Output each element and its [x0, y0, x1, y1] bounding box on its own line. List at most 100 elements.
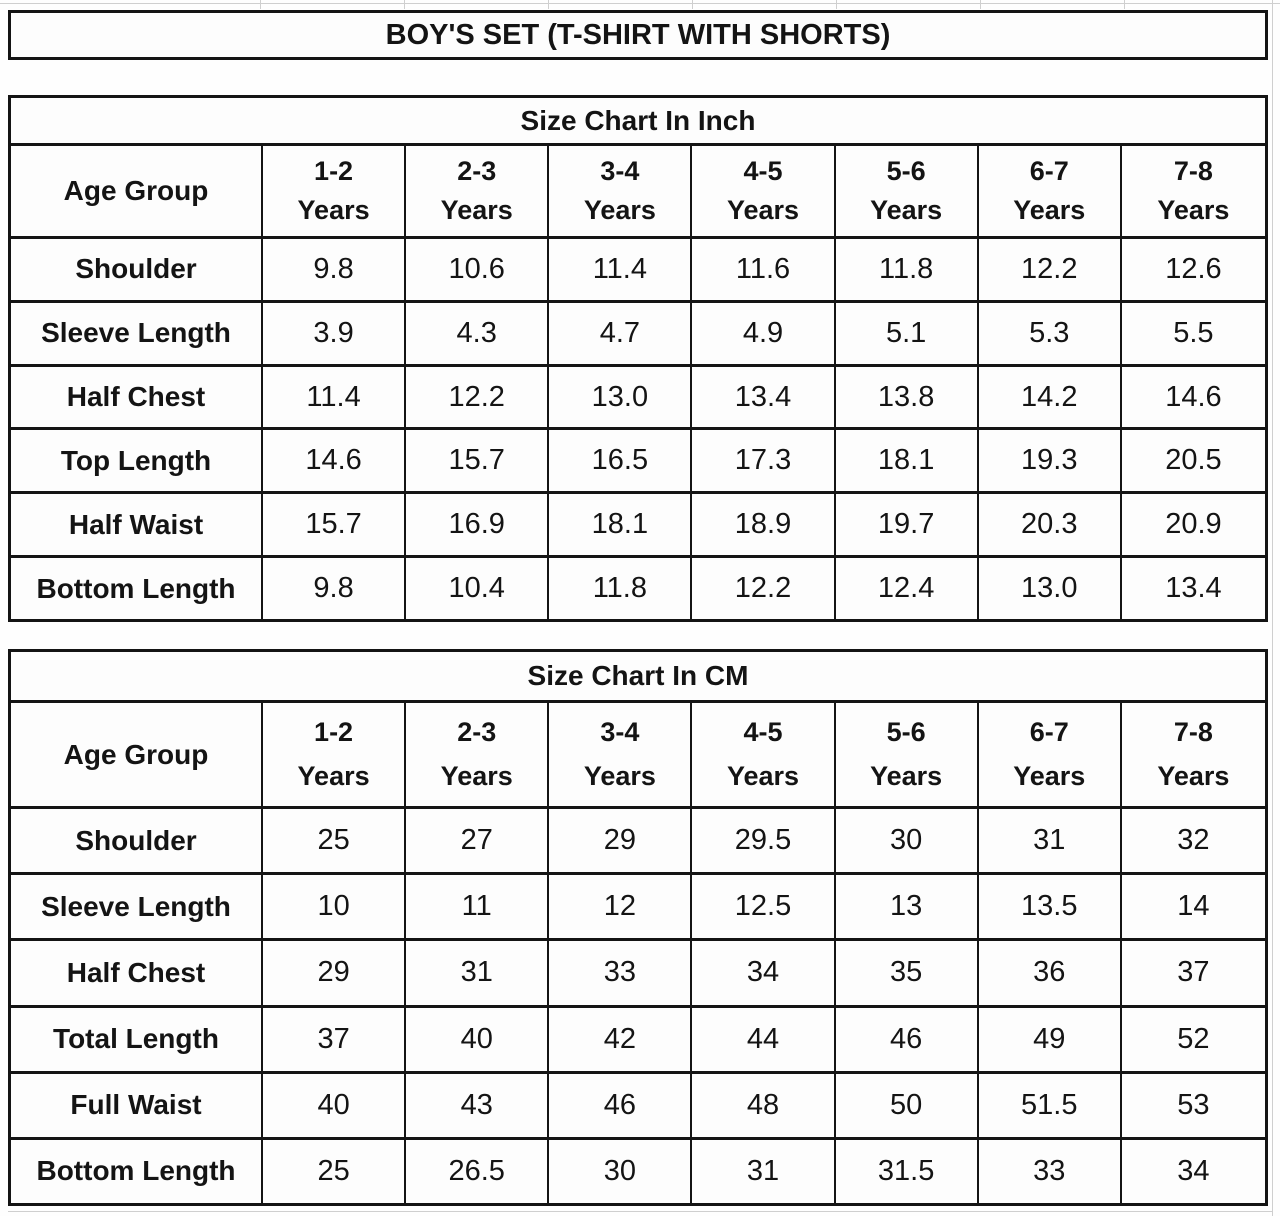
row-label: Top Length — [11, 430, 263, 492]
gridline — [692, 0, 693, 9]
age-group-header: Age Group — [11, 146, 263, 236]
value-cell: 34 — [692, 941, 836, 1005]
age-range: 5-6 — [886, 156, 926, 186]
age-unit: Years — [440, 195, 513, 225]
age-unit: Years — [583, 760, 656, 791]
value-cell: 53 — [1121, 1073, 1265, 1137]
value-cell: 20.3 — [978, 494, 1122, 556]
value-cell: 10.6 — [406, 239, 550, 300]
age-unit: Years — [297, 195, 370, 225]
age-range: 3-4 — [600, 156, 640, 186]
value-cell: 4.3 — [406, 302, 550, 364]
value-cell: 18.9 — [692, 494, 836, 556]
value-cell: 31.5 — [835, 1139, 979, 1204]
value-cell: 48 — [692, 1073, 836, 1137]
value-cell: 37 — [1121, 941, 1265, 1005]
size-chart-inch-table: Size Chart In Inch Age Group 1-2 Years 2-… — [8, 95, 1268, 622]
age-range: 5-6 — [886, 717, 926, 748]
value-cell: 29 — [549, 809, 693, 873]
value-cell: 15.7 — [406, 430, 550, 492]
table-grid: Age Group 1-2 Years 2-3 Years 3-4 Years 4-5… — [11, 703, 1265, 1204]
age-column-header: 6-7 Years — [978, 146, 1122, 236]
value-cell: 31 — [692, 1139, 836, 1204]
age-range: 6-7 — [1029, 717, 1069, 748]
value-cell: 40 — [263, 1073, 407, 1137]
age-unit: Years — [1157, 195, 1230, 225]
value-cell: 11.6 — [692, 239, 836, 300]
value-cell: 16.9 — [406, 494, 550, 556]
table-title-inch: Size Chart In Inch — [11, 98, 1265, 146]
value-cell: 9.8 — [263, 239, 407, 300]
age-unit: Years — [726, 195, 800, 225]
value-cell: 33 — [549, 941, 693, 1005]
gridline — [260, 0, 261, 9]
value-cell: 31 — [978, 809, 1122, 873]
value-cell: 11.8 — [549, 558, 693, 619]
age-range: 7-8 — [1173, 156, 1213, 186]
value-cell: 49 — [978, 1007, 1122, 1071]
value-cell: 15.7 — [263, 494, 407, 556]
gridline — [0, 3, 1280, 4]
age-column-header: 5-6 Years — [835, 703, 979, 806]
age-unit: Years — [583, 195, 656, 225]
gridline — [980, 0, 981, 9]
value-cell: 17.3 — [692, 430, 836, 492]
value-cell: 13.4 — [1121, 558, 1265, 619]
table-row-top-length: Top Length 14.6 15.7 16.5 17.3 18.1 19.3… — [11, 430, 1265, 495]
value-cell: 10 — [263, 875, 407, 939]
value-cell: 32 — [1121, 809, 1265, 873]
age-column-header: 1-2 Years — [263, 703, 407, 806]
table-row-full-waist: Full Waist 40 43 46 48 50 51.5 53 — [11, 1073, 1265, 1140]
value-cell: 3.9 — [263, 302, 407, 364]
table-grid: Age Group 1-2 Years 2-3 Years 3-4 Years 4-5… — [11, 146, 1265, 619]
value-cell: 11 — [406, 875, 550, 939]
gridline — [836, 0, 837, 9]
header-row: Age Group 1-2 Years 2-3 Years 3-4 Years 4-5… — [11, 146, 1265, 239]
value-cell: 29.5 — [692, 809, 836, 873]
value-cell: 20.5 — [1121, 430, 1265, 492]
row-label: Shoulder — [11, 239, 263, 300]
value-cell: 14 — [1121, 875, 1265, 939]
row-label: Full Waist — [11, 1073, 263, 1137]
row-label: Sleeve Length — [11, 302, 263, 364]
table-row-half-chest: Half Chest 29 31 33 34 35 36 37 — [11, 941, 1265, 1008]
value-cell: 11.4 — [263, 366, 407, 428]
table-row-bottom-length: Bottom Length 9.8 10.4 11.8 12.2 12.4 13… — [11, 558, 1265, 619]
value-cell: 14.6 — [263, 430, 407, 492]
value-cell: 26.5 — [406, 1139, 550, 1204]
value-cell: 50 — [835, 1073, 979, 1137]
value-cell: 18.1 — [549, 494, 693, 556]
value-cell: 14.2 — [978, 366, 1122, 428]
age-range: 7-8 — [1173, 717, 1213, 748]
age-column-header: 5-6 Years — [835, 146, 979, 236]
age-unit: Years — [870, 195, 943, 225]
value-cell: 35 — [835, 941, 979, 1005]
table-row-shoulder: Shoulder 9.8 10.6 11.4 11.6 11.8 12.2 12… — [11, 239, 1265, 303]
table-row-sleeve-length: Sleeve Length 3.9 4.3 4.7 4.9 5.1 5.3 5.… — [11, 302, 1265, 367]
age-unit: Years — [297, 760, 370, 791]
table-row-total-length: Total Length 37 40 42 44 46 49 52 — [11, 1007, 1265, 1074]
value-cell: 13.0 — [978, 558, 1122, 619]
age-column-header: 3-4 Years — [549, 146, 693, 236]
age-range: 1-2 — [314, 156, 354, 186]
value-cell: 25 — [263, 809, 407, 873]
gridline — [1272, 0, 1273, 1216]
age-column-header: 1-2 Years — [263, 146, 407, 236]
age-column-header: 7-8 Years — [1121, 703, 1265, 806]
value-cell: 27 — [406, 809, 550, 873]
value-cell: 11.8 — [835, 239, 979, 300]
age-unit: Years — [870, 760, 943, 791]
age-unit: Years — [1013, 760, 1086, 791]
value-cell: 4.7 — [549, 302, 693, 364]
value-cell: 40 — [406, 1007, 550, 1071]
gridline — [548, 0, 549, 9]
age-range: 6-7 — [1029, 156, 1069, 186]
age-column-header: 6-7 Years — [978, 703, 1122, 806]
age-column-header: 4-5 Years — [692, 703, 836, 806]
value-cell: 12.5 — [692, 875, 836, 939]
value-cell: 9.8 — [263, 558, 407, 619]
value-cell: 12.6 — [1121, 239, 1265, 300]
value-cell: 19.7 — [835, 494, 979, 556]
gridline — [8, 1211, 1272, 1212]
value-cell: 42 — [549, 1007, 693, 1071]
